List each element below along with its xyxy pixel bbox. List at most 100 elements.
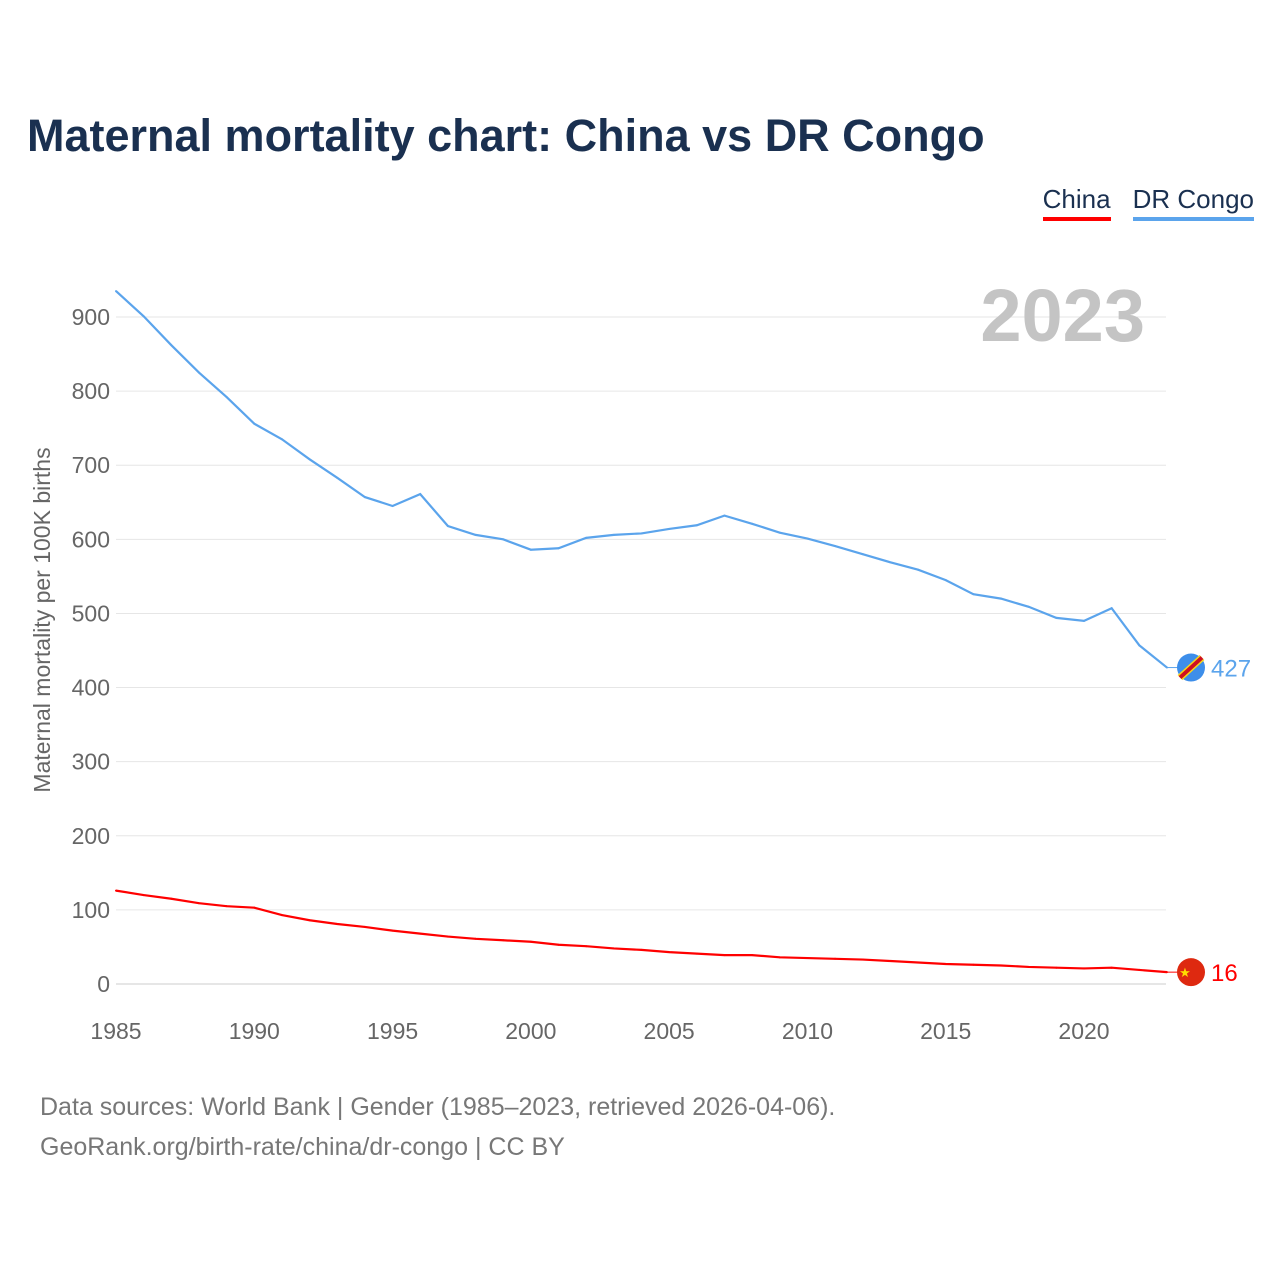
data-point xyxy=(1110,966,1113,969)
data-point xyxy=(1055,616,1058,619)
data-point xyxy=(253,422,256,425)
data-point xyxy=(834,957,837,960)
source-line-2[interactable]: GeoRank.org/birth-rate/china/dr-congo | … xyxy=(40,1133,565,1161)
data-point xyxy=(115,889,117,892)
data-point xyxy=(1000,964,1003,967)
data-point xyxy=(861,553,864,556)
data-point xyxy=(170,344,173,347)
source-note: Data sources: World Bank | Gender (1985–… xyxy=(40,1087,835,1167)
data-point xyxy=(1027,605,1030,608)
source-line-1: Data sources: World Bank | Gender (1985–… xyxy=(40,1093,836,1121)
y-tick-label: 400 xyxy=(72,675,110,701)
data-point xyxy=(585,536,588,539)
data-point xyxy=(944,962,947,965)
data-point xyxy=(1138,968,1141,971)
data-point xyxy=(640,948,643,951)
legend-dr-congo[interactable]: DR Congo xyxy=(1132,184,1254,221)
end-value-label: 16 xyxy=(1211,960,1238,987)
data-point xyxy=(944,579,947,582)
data-point xyxy=(1000,597,1003,600)
data-point xyxy=(419,932,422,935)
y-tick-label: 800 xyxy=(72,378,110,404)
data-point xyxy=(115,290,117,293)
data-point xyxy=(557,547,560,550)
data-point xyxy=(474,533,477,536)
data-point xyxy=(1083,619,1085,622)
data-point xyxy=(806,957,809,960)
data-point xyxy=(142,315,145,318)
data-point xyxy=(889,960,892,963)
data-point xyxy=(197,902,200,905)
data-point xyxy=(1027,965,1030,968)
data-point xyxy=(225,905,228,908)
data-point xyxy=(723,954,726,957)
data-point xyxy=(1083,967,1085,970)
data-point xyxy=(280,438,283,441)
data-point xyxy=(502,939,505,942)
data-point xyxy=(972,963,975,966)
data-point xyxy=(197,371,200,374)
data-point xyxy=(668,951,671,954)
data-point xyxy=(695,524,698,527)
data-point xyxy=(170,897,173,900)
data-point xyxy=(972,593,975,596)
data-point xyxy=(253,906,256,909)
data-point xyxy=(640,532,643,535)
china-flag-icon: ★ xyxy=(1177,958,1205,987)
data-point xyxy=(474,937,477,940)
dr-congo-flag-icon xyxy=(1177,653,1205,682)
data-point xyxy=(363,496,366,499)
data-point xyxy=(889,561,892,564)
data-point xyxy=(861,958,864,961)
data-point xyxy=(391,504,394,507)
x-tick-label: 1990 xyxy=(229,1018,280,1044)
data-point xyxy=(446,525,449,528)
y-tick-label: 500 xyxy=(72,600,110,626)
data-point xyxy=(834,545,837,548)
x-tick-label: 1985 xyxy=(90,1018,141,1044)
data-point xyxy=(778,531,781,534)
data-point xyxy=(723,514,726,517)
data-point xyxy=(917,961,920,964)
x-tick-label: 2000 xyxy=(505,1018,556,1044)
data-point xyxy=(529,548,532,551)
data-point xyxy=(336,476,339,479)
data-point xyxy=(695,952,698,955)
data-point xyxy=(1055,966,1058,969)
data-point xyxy=(806,537,809,540)
y-tick-label: 300 xyxy=(72,749,110,775)
data-point xyxy=(142,894,145,897)
y-axis-label: Maternal mortality per 100K births xyxy=(29,447,55,792)
data-point xyxy=(1138,644,1141,647)
data-point xyxy=(419,493,422,496)
data-point xyxy=(363,925,366,928)
legend-china[interactable]: China xyxy=(1042,184,1111,221)
data-point xyxy=(308,919,311,922)
series-line-china xyxy=(115,889,1168,974)
y-tick-label: 900 xyxy=(72,304,110,330)
data-point xyxy=(280,914,283,917)
legend: China DR Congo xyxy=(1042,184,1254,221)
data-point xyxy=(668,527,671,530)
data-point xyxy=(502,538,505,541)
x-tick-label: 2005 xyxy=(644,1018,695,1044)
y-tick-label: 600 xyxy=(72,526,110,552)
end-value-label: 427 xyxy=(1211,656,1251,683)
y-tick-label: 700 xyxy=(72,452,110,478)
svg-text:★: ★ xyxy=(1179,965,1191,980)
year-label: 2023 xyxy=(980,274,1145,357)
data-point xyxy=(308,458,311,461)
x-tick-label: 2015 xyxy=(920,1018,971,1044)
data-point xyxy=(1110,607,1113,610)
data-point xyxy=(612,947,615,950)
x-tick-label: 2020 xyxy=(1058,1018,1109,1044)
data-point xyxy=(446,935,449,938)
x-tick-label: 1995 xyxy=(367,1018,418,1044)
data-point xyxy=(557,943,560,946)
chart-title: Maternal mortality chart: China vs DR Co… xyxy=(27,110,985,161)
y-tick-label: 200 xyxy=(72,823,110,849)
data-point xyxy=(751,522,754,525)
data-point xyxy=(917,568,920,571)
y-tick-label: 0 xyxy=(97,971,110,997)
